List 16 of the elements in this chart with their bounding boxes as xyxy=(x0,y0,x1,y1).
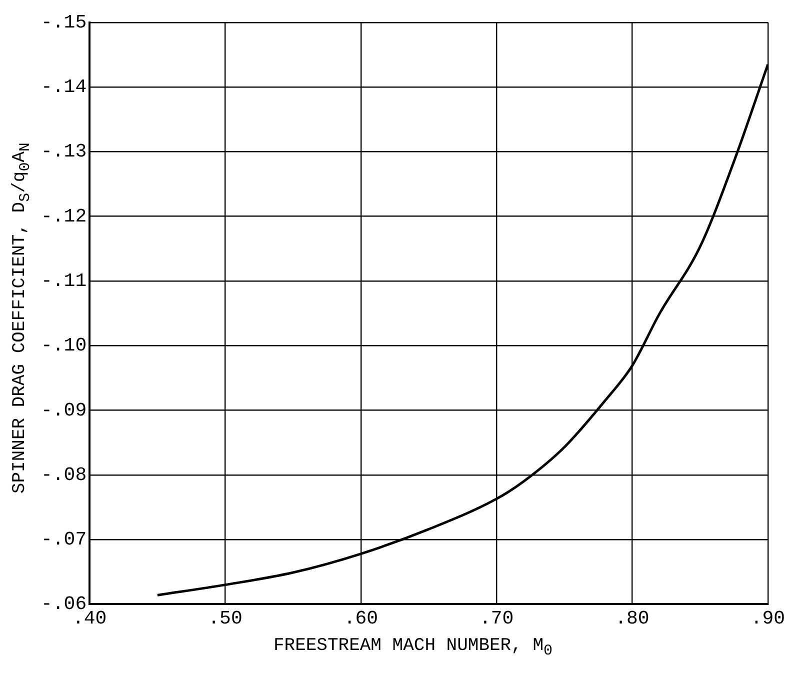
y-tick-label: -.12 xyxy=(41,205,87,228)
x-tick-label: .70 xyxy=(479,608,514,630)
y-tick-label: -.14 xyxy=(41,76,87,98)
y-tick-label: -.10 xyxy=(41,334,87,357)
x-tick-label: .60 xyxy=(344,608,378,630)
y-tick-label: -.09 xyxy=(41,399,87,422)
y-tick-label: -.15 xyxy=(41,11,87,34)
y-tick-label: -.13 xyxy=(41,140,87,163)
x-tick-label: .50 xyxy=(208,608,242,630)
x-tick-label: .90 xyxy=(750,608,786,630)
y-tick-label: -.08 xyxy=(41,464,87,486)
x-tick-label: .80 xyxy=(615,608,650,630)
y-tick-label: -.07 xyxy=(41,528,87,551)
x-axis-title: FREESTREAM MACH NUMBER, M$_{0}$ xyxy=(272,636,554,660)
y-tick-label: -.06 xyxy=(41,593,87,616)
y-tick-label: -.11 xyxy=(41,270,87,292)
